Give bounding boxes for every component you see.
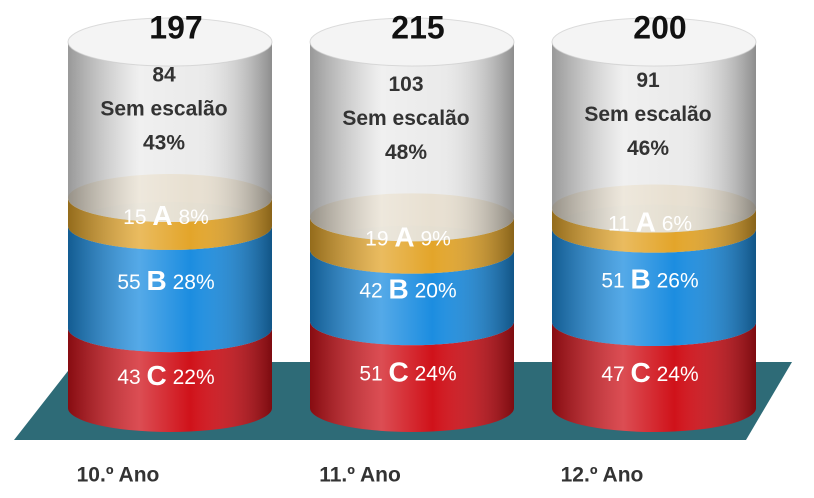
total-label: 200 bbox=[633, 9, 686, 45]
series-label: Sem escalão bbox=[100, 98, 227, 121]
series-label: B bbox=[147, 265, 167, 296]
percent-label: 6% bbox=[662, 212, 692, 235]
segment-shade bbox=[68, 328, 272, 432]
segment-label: 55 B 28% bbox=[117, 265, 214, 296]
segment-label: 19 A 9% bbox=[365, 222, 451, 253]
segment-shade bbox=[552, 321, 756, 432]
value-label: 51 bbox=[359, 362, 382, 385]
total-label: 215 bbox=[391, 9, 444, 45]
x-tick-label: 10.º Ano bbox=[77, 464, 160, 487]
segment-top bbox=[551, 17, 757, 67]
segment-label: 11 A 6% bbox=[608, 207, 692, 238]
segment-shade bbox=[68, 225, 272, 353]
value-label: 84 bbox=[152, 64, 176, 87]
segment-label: 43 C 22% bbox=[117, 360, 214, 391]
percent-label: 8% bbox=[178, 206, 208, 229]
segment-label: 15 A 8% bbox=[123, 200, 209, 231]
x-tick-label: 11.º Ano bbox=[319, 464, 401, 487]
segment-label: 51 B 26% bbox=[601, 264, 698, 295]
percent-label: 43% bbox=[143, 132, 185, 155]
value-label: 43 bbox=[117, 366, 140, 389]
series-label: Sem escalão bbox=[584, 103, 711, 126]
series-label: C bbox=[631, 357, 651, 388]
series-label: C bbox=[389, 357, 409, 388]
series-label: B bbox=[389, 274, 409, 305]
segment-shade bbox=[310, 321, 514, 432]
percent-label: 9% bbox=[420, 227, 450, 250]
x-tick-label: 12.º Ano bbox=[561, 464, 644, 487]
series-label: A bbox=[394, 222, 414, 253]
value-label: 55 bbox=[117, 271, 140, 294]
value-label: 19 bbox=[365, 227, 388, 250]
value-label: 103 bbox=[388, 73, 423, 96]
percent-label: 26% bbox=[657, 269, 699, 292]
value-label: 91 bbox=[636, 69, 660, 92]
value-label: 42 bbox=[359, 279, 382, 302]
segment-shade bbox=[310, 42, 514, 242]
segment-shade bbox=[68, 42, 272, 223]
series-label: B bbox=[631, 264, 651, 295]
percent-label: 48% bbox=[385, 141, 427, 164]
percent-label: 22% bbox=[173, 366, 215, 389]
segment-label: 42 B 20% bbox=[359, 274, 456, 305]
percent-label: 28% bbox=[173, 271, 215, 294]
percent-label: 24% bbox=[415, 362, 457, 385]
segment-shade bbox=[552, 228, 756, 346]
series-label: A bbox=[636, 207, 656, 238]
percent-label: 24% bbox=[657, 363, 699, 386]
segment-shade bbox=[552, 42, 756, 233]
total-label: 197 bbox=[149, 9, 202, 45]
segment-label: 51 C 24% bbox=[359, 357, 456, 388]
segment-shade bbox=[552, 208, 756, 253]
series-label: Sem escalão bbox=[342, 107, 469, 130]
series-label: C bbox=[147, 360, 167, 391]
series-label: A bbox=[152, 200, 172, 231]
segment-shade bbox=[310, 249, 514, 346]
segment-label: 47 C 24% bbox=[601, 357, 698, 388]
segment-shade bbox=[310, 217, 514, 274]
segment-top bbox=[309, 17, 515, 67]
segment-shade bbox=[68, 198, 272, 250]
percent-label: 46% bbox=[627, 137, 669, 160]
value-label: 11 bbox=[608, 212, 630, 235]
percent-label: 20% bbox=[415, 279, 457, 302]
segment-top bbox=[67, 17, 273, 67]
value-label: 51 bbox=[601, 269, 624, 292]
value-label: 15 bbox=[123, 206, 146, 229]
value-label: 47 bbox=[601, 363, 624, 386]
